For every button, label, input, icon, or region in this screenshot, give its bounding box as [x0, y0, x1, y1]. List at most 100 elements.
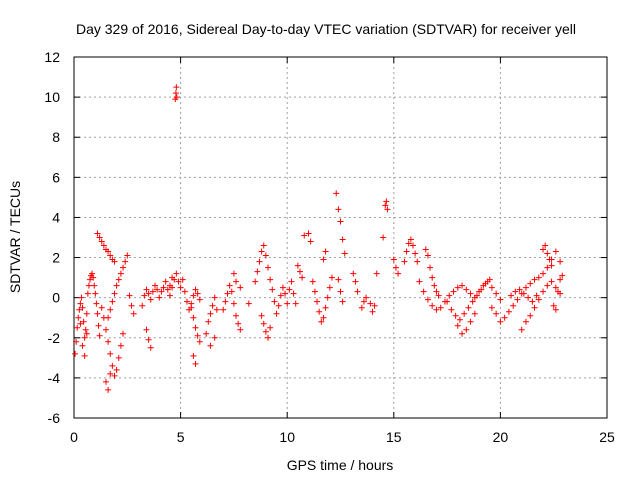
data-point — [299, 274, 306, 281]
data-point — [514, 296, 521, 303]
data-point — [540, 288, 547, 295]
y-tick-label: 8 — [52, 129, 60, 145]
data-point — [166, 292, 173, 299]
data-point — [522, 318, 529, 325]
data-point — [194, 332, 201, 339]
data-point — [467, 290, 474, 297]
data-point — [529, 298, 536, 305]
data-point — [467, 318, 474, 325]
data-point — [105, 314, 112, 321]
data-point — [258, 248, 265, 255]
data-point — [544, 250, 551, 257]
y-axis-label: SDTVAR / TECUs — [7, 181, 23, 293]
y-tick-label: 6 — [52, 169, 60, 185]
data-point — [269, 286, 276, 293]
data-point — [81, 334, 88, 341]
data-point — [544, 282, 551, 289]
data-point — [143, 286, 150, 293]
data-point — [471, 310, 478, 317]
data-point — [433, 306, 440, 313]
data-point — [559, 272, 566, 279]
data-point — [111, 290, 118, 297]
data-point — [493, 290, 500, 297]
data-point — [260, 242, 267, 249]
data-point — [510, 302, 517, 309]
data-point — [233, 312, 240, 319]
data-point — [262, 252, 269, 259]
x-tick-label: 10 — [279, 429, 295, 445]
data-point — [380, 234, 387, 241]
data-point — [100, 242, 107, 249]
data-point — [192, 324, 199, 331]
y-tick-label: 4 — [52, 209, 60, 225]
y-tick-label: 12 — [44, 49, 60, 65]
y-tick-label: -4 — [48, 370, 61, 386]
data-point — [488, 284, 495, 291]
data-point — [160, 284, 167, 291]
data-point — [262, 328, 269, 335]
data-point — [156, 294, 163, 301]
data-point — [117, 342, 124, 349]
data-point — [424, 296, 431, 303]
data-point — [271, 298, 278, 305]
data-point — [78, 294, 85, 301]
data-point — [505, 308, 512, 315]
data-point — [450, 288, 457, 295]
data-point — [254, 268, 261, 275]
data-point — [211, 334, 218, 341]
data-point — [83, 310, 90, 317]
data-point — [111, 258, 118, 265]
data-point — [230, 300, 237, 307]
data-point — [550, 302, 557, 309]
data-point — [435, 292, 442, 299]
data-point — [473, 292, 480, 299]
data-point — [452, 312, 459, 319]
data-point — [301, 232, 308, 239]
data-point — [164, 286, 171, 293]
data-point — [554, 288, 561, 295]
data-point — [226, 282, 233, 289]
data-point — [220, 306, 227, 313]
data-point — [79, 342, 86, 349]
x-tick-label: 20 — [493, 429, 509, 445]
data-point — [486, 276, 493, 283]
data-point — [181, 288, 188, 295]
data-point — [169, 274, 176, 281]
chart-title: Day 329 of 2016, Sidereal Day-to-day VTE… — [76, 21, 576, 37]
data-point — [91, 282, 98, 289]
data-points — [72, 84, 566, 393]
data-point — [105, 338, 112, 345]
data-point — [531, 276, 538, 283]
data-point — [94, 310, 101, 317]
data-point — [175, 278, 182, 285]
data-point — [414, 258, 421, 265]
data-point — [258, 312, 265, 319]
y-tick-label: 10 — [44, 89, 60, 105]
data-point — [520, 290, 527, 297]
data-point — [158, 288, 165, 295]
data-point — [401, 258, 408, 265]
x-axis-label: GPS time / hours — [287, 457, 394, 473]
data-point — [311, 288, 318, 295]
data-point — [383, 198, 390, 205]
data-point — [546, 256, 553, 263]
data-point — [382, 202, 389, 209]
data-point — [282, 290, 289, 297]
data-point — [122, 258, 129, 265]
data-point — [290, 290, 297, 297]
data-point — [540, 270, 547, 277]
data-point — [557, 276, 564, 283]
data-point — [478, 286, 485, 293]
data-point — [82, 326, 89, 333]
data-point — [405, 240, 412, 247]
data-point — [341, 250, 348, 257]
data-point — [363, 294, 370, 301]
data-point — [294, 262, 301, 269]
data-point — [102, 378, 109, 385]
grid — [74, 57, 607, 418]
data-point — [531, 304, 538, 311]
data-point — [535, 274, 542, 281]
data-point — [117, 270, 124, 277]
data-point — [92, 290, 99, 297]
